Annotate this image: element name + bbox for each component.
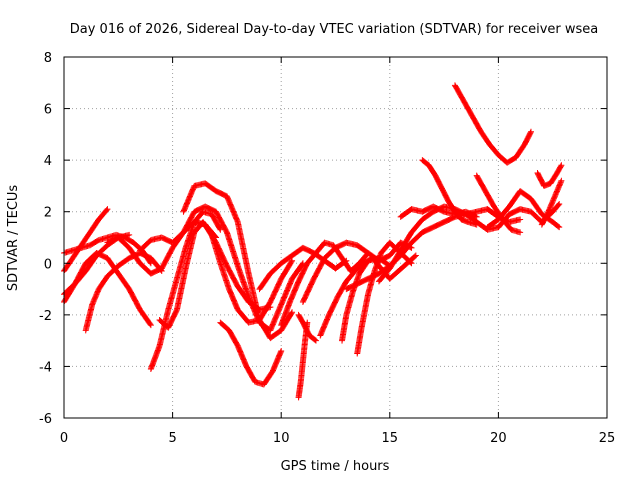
data-point-marker — [472, 213, 479, 220]
series-pass-06 — [104, 219, 220, 277]
series-pass-05 — [82, 249, 165, 334]
y-tick-label: 6 — [44, 103, 52, 118]
data-point-marker — [517, 229, 524, 236]
series-pass-28 — [495, 200, 563, 231]
y-axis-label: SDTVAR / TECUs — [6, 185, 21, 292]
y-tick-label: -2 — [39, 309, 52, 324]
x-tick-label: 10 — [273, 431, 290, 446]
data-point-marker — [412, 252, 419, 259]
data-point-marker — [104, 206, 111, 213]
series-pass-11 — [217, 319, 285, 388]
data-point-marker — [289, 257, 296, 264]
data-point-marker — [312, 336, 319, 343]
data-point-marker — [288, 310, 295, 317]
data-point-marker — [527, 128, 534, 135]
y-tick-label: 0 — [44, 257, 52, 272]
data-point-marker — [555, 201, 562, 208]
series-pass-12 — [156, 219, 296, 331]
series-pass-29 — [534, 162, 565, 189]
y-tick-label: 8 — [44, 51, 52, 66]
axis-ticks — [63, 56, 608, 419]
y-tick-label: -6 — [39, 412, 52, 427]
data-point-marker — [288, 258, 295, 265]
series-pass-01 — [61, 206, 111, 275]
data-point-marker — [147, 322, 154, 329]
series-pass-19 — [339, 255, 393, 344]
x-tick-label: 15 — [382, 431, 399, 446]
x-tick-label: 20 — [490, 431, 507, 446]
plot-frame — [63, 56, 608, 419]
data-point-marker — [556, 200, 563, 207]
series-pass-14 — [278, 239, 372, 329]
data-point-marker — [473, 213, 480, 220]
data-point-marker — [517, 216, 524, 223]
y-tick-label: 2 — [44, 206, 52, 221]
data-point-marker — [408, 260, 415, 267]
series-pass-24 — [419, 157, 480, 228]
data-point-marker — [527, 129, 534, 136]
y-tick-labels: -6 -4 -2 0 2 4 6 8 — [39, 51, 52, 427]
x-axis-label: GPS time / hours — [281, 459, 390, 474]
series-pass-30 — [538, 177, 565, 228]
data-point-marker — [147, 321, 154, 328]
data-point-marker — [126, 231, 133, 238]
data-points — [61, 82, 565, 401]
x-tick-label: 5 — [168, 431, 176, 446]
data-point-marker — [289, 309, 296, 316]
data-point-marker — [473, 221, 480, 228]
data-point-marker — [217, 226, 224, 233]
data-point-marker — [557, 163, 564, 170]
series-pass-10 — [180, 180, 296, 342]
grid-lines — [64, 57, 607, 418]
data-point-marker — [556, 224, 563, 231]
data-point-marker — [557, 178, 564, 185]
data-point-marker — [558, 162, 565, 169]
data-point-marker — [555, 223, 562, 230]
y-tick-label: -4 — [39, 360, 52, 375]
series-pass-16 — [295, 311, 319, 344]
y-tick-label: 4 — [44, 154, 52, 169]
x-tick-label: 0 — [60, 431, 68, 446]
data-point-marker — [216, 225, 223, 232]
data-point-marker — [558, 177, 565, 184]
data-point-marker — [278, 347, 285, 354]
x-tick-labels: 0 5 10 15 20 25 — [60, 431, 615, 446]
series-pass-25 — [451, 82, 534, 166]
x-tick-label: 25 — [599, 431, 616, 446]
chart-title: Day 016 of 2026, Sidereal Day-to-day VTE… — [70, 22, 599, 37]
data-point-marker — [312, 337, 319, 344]
data-point-marker — [103, 207, 110, 214]
series-pass-08 — [147, 208, 224, 373]
data-point-marker — [407, 259, 414, 266]
data-point-marker — [411, 253, 418, 260]
